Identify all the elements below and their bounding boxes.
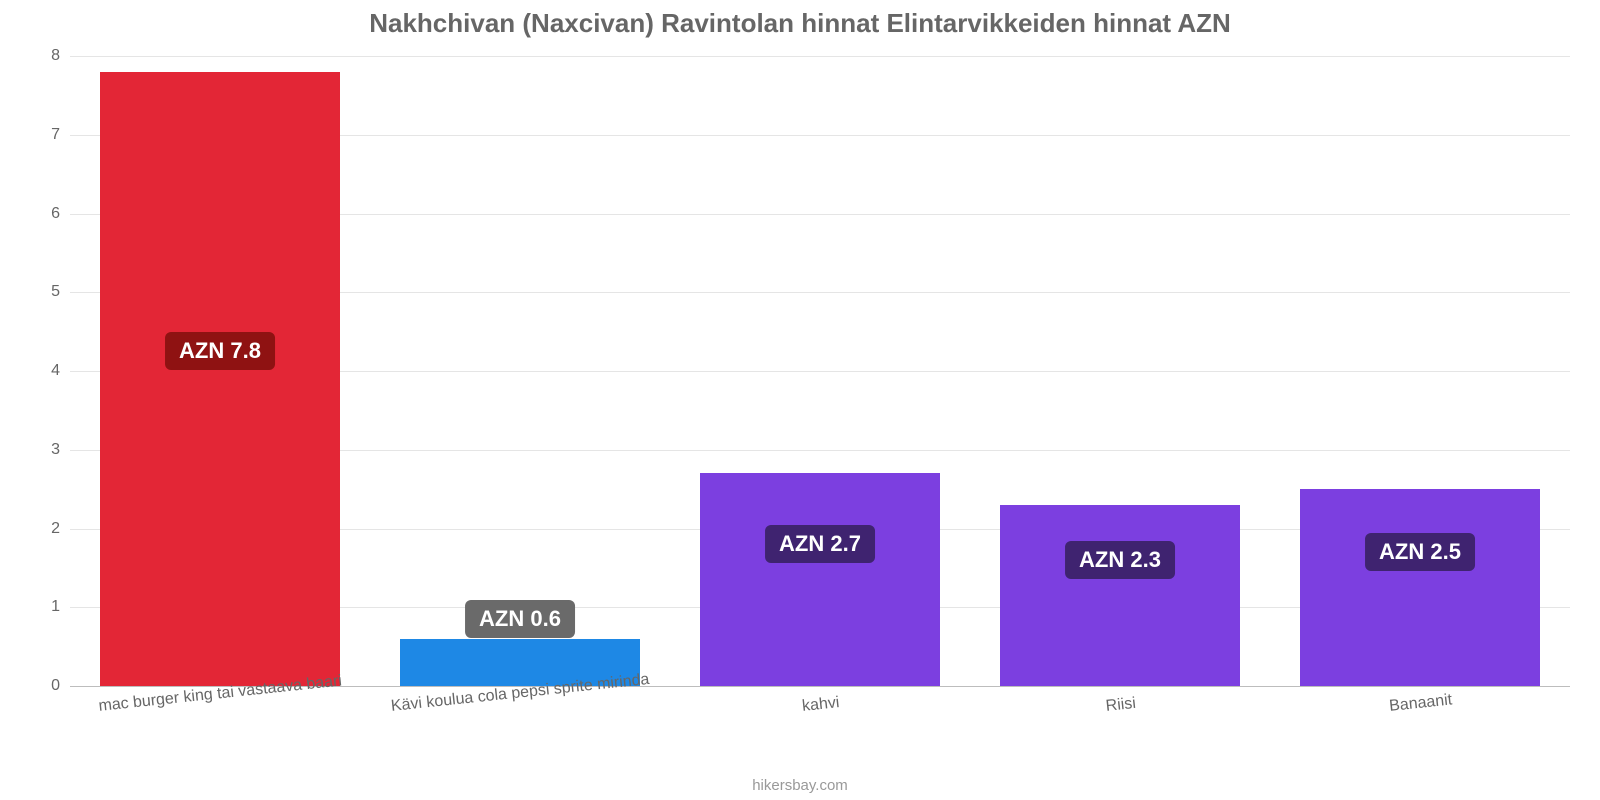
x-axis-label: Banaanit (1388, 691, 1453, 716)
bar (1300, 489, 1540, 686)
bar (100, 72, 340, 686)
y-tick-label: 0 (30, 677, 60, 695)
y-tick-label: 5 (30, 283, 60, 301)
y-tick-label: 3 (30, 441, 60, 459)
bar-value-badge: AZN 0.6 (465, 600, 575, 638)
plot-area: 012345678AZN 7.8mac burger king tai vast… (70, 56, 1570, 686)
attribution-text: hikersbay.com (0, 777, 1600, 794)
y-tick-label: 2 (30, 520, 60, 538)
bar-value-badge: AZN 2.5 (1365, 533, 1475, 571)
x-axis-label: kahvi (801, 694, 840, 716)
chart-title: Nakhchivan (Naxcivan) Ravintolan hinnat … (0, 8, 1600, 39)
bar (1000, 505, 1240, 686)
y-tick-label: 6 (30, 205, 60, 223)
y-tick-label: 1 (30, 598, 60, 616)
y-tick-label: 8 (30, 47, 60, 65)
bar-value-badge: AZN 2.7 (765, 525, 875, 563)
price-bar-chart: Nakhchivan (Naxcivan) Ravintolan hinnat … (0, 0, 1600, 800)
bar-value-badge: AZN 2.3 (1065, 541, 1175, 579)
bar-value-badge: AZN 7.8 (165, 332, 275, 370)
bar (700, 473, 940, 686)
y-tick-label: 4 (30, 362, 60, 380)
x-axis-label: Riisi (1105, 695, 1137, 716)
y-tick-label: 7 (30, 126, 60, 144)
grid-line (70, 56, 1570, 57)
